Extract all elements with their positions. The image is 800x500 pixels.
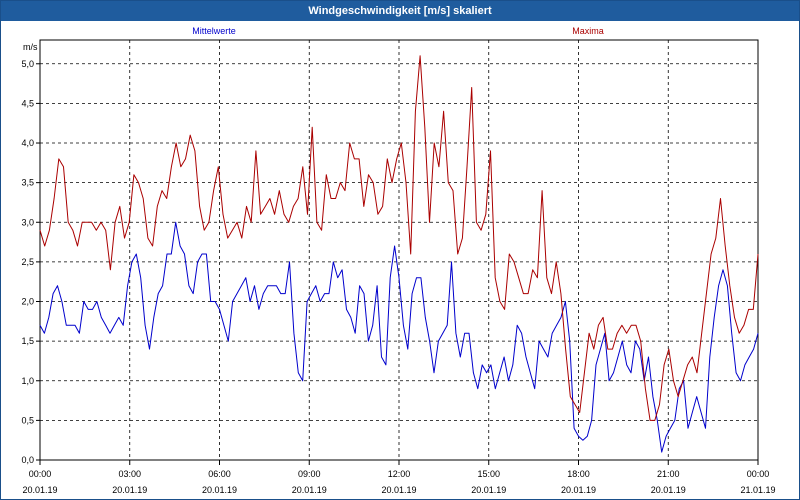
series-line-maxima	[39, 55, 759, 421]
x-tick-date: 20.01.19	[112, 485, 147, 495]
y-tick-label: 2,0	[21, 297, 34, 307]
x-tick-date: 21.01.19	[740, 485, 775, 495]
y-tick-label: 3,5	[21, 178, 34, 188]
window-title: Windgeschwindigkeit [m/s] skaliert	[1, 1, 799, 21]
x-tick-date: 20.01.19	[561, 485, 596, 495]
x-tick-date: 20.01.19	[22, 485, 57, 495]
series-group	[39, 55, 759, 453]
x-tick-time: 15:00	[477, 469, 500, 479]
legend-mittelwerte: Mittelwerte	[192, 26, 236, 36]
y-tick-label: 4,5	[21, 98, 34, 108]
x-tick-date: 20.01.19	[381, 485, 416, 495]
x-tick-date: 20.01.19	[292, 485, 327, 495]
x-tick-date: 20.01.19	[202, 485, 237, 495]
y-tick-label: 2,5	[21, 257, 34, 267]
x-tick-time: 06:00	[208, 469, 231, 479]
x-tick-time: 18:00	[567, 469, 590, 479]
x-tick-time: 21:00	[657, 469, 680, 479]
y-axis: 0,0 0,5 1,0 1,5 2,0 2,5 3,0 3,5 4,0 4,5 5,0	[21, 59, 40, 465]
y-tick-label: 3,0	[21, 217, 34, 227]
x-tick-time: 00:00	[29, 469, 52, 479]
x-tick-time: 03:00	[118, 469, 141, 479]
x-tick-time: 00:00	[747, 469, 770, 479]
legend: Mittelwerte Maxima	[192, 26, 604, 36]
grid	[40, 40, 758, 461]
series-line-mittelwerte	[39, 221, 759, 453]
y-tick-label: 0,0	[21, 455, 34, 465]
y-tick-label: 1,0	[21, 376, 34, 386]
y-tick-label: 0,5	[21, 415, 34, 425]
x-tick-date: 20.01.19	[651, 485, 686, 495]
legend-maxima: Maxima	[572, 26, 604, 36]
y-axis-label: m/s	[23, 42, 38, 52]
x-tick-time: 09:00	[298, 469, 321, 479]
x-axis: 00:00 20.01.19 03:00 20.01.19 06:00 20.01.19 0…	[22, 460, 776, 495]
x-tick-date: 20.01.19	[471, 485, 506, 495]
y-tick-label: 4,0	[21, 138, 34, 148]
y-tick-label: 5,0	[21, 59, 34, 69]
y-tick-label: 1,5	[21, 336, 34, 346]
x-tick-time: 12:00	[388, 469, 411, 479]
